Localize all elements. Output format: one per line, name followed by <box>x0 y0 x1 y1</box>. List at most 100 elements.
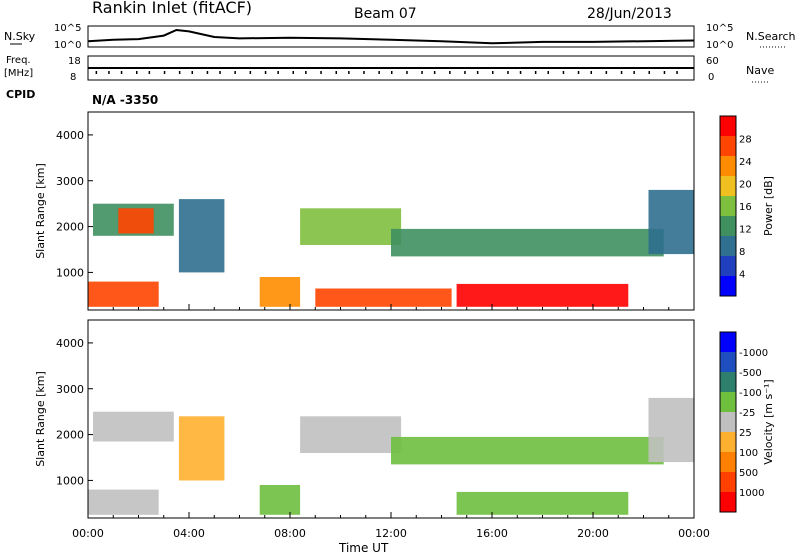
scatter-region <box>118 208 154 234</box>
scatter-region <box>178 416 225 481</box>
nsky-tick-high: 10^5 <box>54 23 81 34</box>
power-colorbar-frame <box>719 115 737 297</box>
scatter-region <box>391 228 664 257</box>
beam-label: Beam 07 <box>354 6 417 22</box>
velocity-colorbar-tick: 500 <box>739 468 758 479</box>
y-tick-label: 1000 <box>56 266 84 279</box>
power-colorbar-tick: 28 <box>739 135 752 146</box>
nave-marker <box>292 71 294 74</box>
scatter-region <box>300 416 402 453</box>
power-colorbar-swatch <box>720 136 736 156</box>
velocity-panel-frame <box>87 319 695 519</box>
scatter-region <box>300 208 402 245</box>
time-tick-label: 00:00 <box>678 527 710 540</box>
cpid-label: CPID <box>6 88 35 101</box>
nave-marker <box>234 71 236 74</box>
nave-marker <box>136 71 138 74</box>
nave-marker <box>605 71 608 74</box>
power-colorbar-swatch <box>720 176 736 196</box>
y-tick-label: 1000 <box>56 474 84 487</box>
nave-tick-high: 60 <box>706 56 719 67</box>
scatter-region <box>456 283 629 307</box>
velocity-colorbar-tick: 1000 <box>739 488 764 499</box>
nave-marker <box>335 71 337 74</box>
time-tick-label: 04:00 <box>173 527 205 540</box>
velocity-colorbar-tick: 100 <box>739 448 758 459</box>
velocity-colorbar-swatch <box>720 472 736 492</box>
nave-marker <box>148 71 151 74</box>
nave-marker <box>562 71 565 74</box>
nave-marker <box>277 71 279 74</box>
nsearch-tick-high: 10^5 <box>706 23 733 34</box>
power-colorbar-swatch <box>720 116 736 136</box>
nave-marker <box>108 71 110 74</box>
y-tick-label: 3000 <box>56 175 84 188</box>
velocity-colorbar-swatch <box>720 492 736 512</box>
nave-marker <box>219 71 221 74</box>
power-colorbar-tick: 12 <box>739 225 752 236</box>
power-colorbar-swatch <box>720 156 736 176</box>
nave-marker <box>305 71 307 74</box>
velocity-colorbar-tick: -100 <box>739 388 762 399</box>
nsky-tick-low: 10^0 <box>54 40 81 51</box>
nave-marker <box>449 71 451 74</box>
nave-marker <box>492 71 494 74</box>
nsky-line <box>87 28 695 45</box>
nave-markers <box>95 71 678 74</box>
velocity-colorbar-swatch <box>720 352 736 372</box>
nave-marker <box>519 71 522 74</box>
velocity-colorbar-label: Velocity [m s⁻¹] <box>762 379 775 464</box>
nave-marker <box>178 71 181 74</box>
velocity-colorbar-swatch <box>720 432 736 452</box>
power-colorbar-swatch <box>720 256 736 276</box>
freq-tick-high: 18 <box>68 56 81 67</box>
time-axis: 00:00 04:00 08:00 12:00 16:00 20:00 00:00 <box>72 527 710 540</box>
power-colorbar-swatch <box>720 236 736 256</box>
time-tick-label: 00:00 <box>72 527 104 540</box>
date-label: 28/Jun/2013 <box>587 6 672 22</box>
nave-marker <box>676 71 678 74</box>
scatter-region <box>88 489 159 515</box>
velocity-colorbar-tick: -1000 <box>739 348 768 359</box>
power-colorbar-label: Power [dB] <box>762 176 775 236</box>
power-colorbar-swatch <box>720 196 736 216</box>
velocity-colorbar-swatch <box>720 412 736 432</box>
velocity-colorbar-swatch <box>720 332 736 352</box>
nsky-panel-frame <box>87 25 695 48</box>
y-tick-label: 2000 <box>56 221 84 234</box>
power-colorbar-swatch <box>720 216 736 236</box>
nave-marker <box>663 71 666 74</box>
nave-marker <box>249 71 252 74</box>
x-axis-label: Time UT <box>338 541 389 554</box>
velocity-colorbar-swatch <box>720 392 736 412</box>
power-panel-frame <box>87 111 695 311</box>
velocity-colorbar-frame <box>719 331 737 513</box>
nave-marker <box>391 71 393 74</box>
freq-tick-low: 8 <box>70 72 76 83</box>
nave-marker <box>378 71 380 74</box>
nave-marker <box>577 71 580 74</box>
freq-label-line2: [MHz] <box>4 68 33 79</box>
nave-label: Nave <box>746 64 774 77</box>
velocity-colorbar: 1000 500 100 25 -25 -100 -500 -1000 Velocity [m … <box>719 331 775 513</box>
nave-marker <box>264 71 267 74</box>
y-tick-label: 3000 <box>56 383 84 396</box>
scatter-region <box>259 485 301 515</box>
nave-marker <box>348 71 350 74</box>
nsearch-tick-low: 10^0 <box>706 40 733 51</box>
scatter-region <box>648 189 694 255</box>
power-colorbar: 4 8 12 16 20 24 28 Power [dB] <box>719 115 775 297</box>
nave-marker <box>191 71 193 74</box>
nave-marker <box>206 71 209 74</box>
nave-marker <box>633 71 635 74</box>
velocity-colorbar-tick: -25 <box>739 408 755 419</box>
nave-marker <box>163 71 166 74</box>
nave-marker <box>547 71 549 74</box>
scatter-region <box>88 281 159 307</box>
time-tick-label: 20:00 <box>577 527 609 540</box>
velocity-colorbar-tick: -500 <box>739 368 762 379</box>
scatter-region <box>391 436 664 465</box>
power-colorbar-tick: 20 <box>739 180 752 191</box>
cpid-value: N/A -3350 <box>92 93 158 107</box>
nave-marker <box>320 71 322 74</box>
